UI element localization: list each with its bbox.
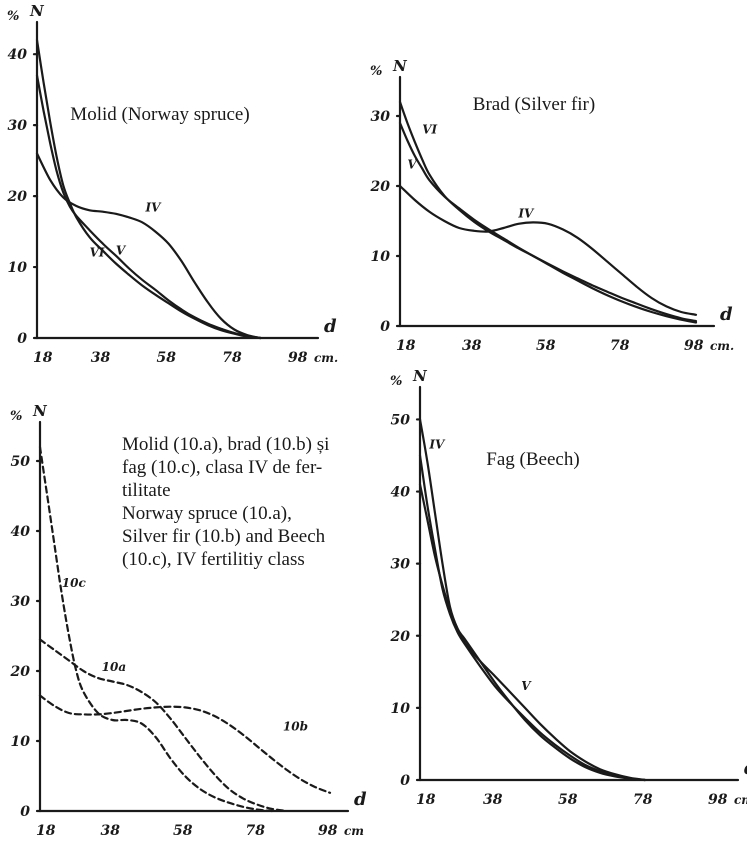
y-tick-label: 20 bbox=[7, 189, 28, 205]
x-tick-label: 18 bbox=[396, 338, 416, 354]
series-line-v bbox=[418, 483, 647, 782]
series-line-vi bbox=[398, 100, 698, 323]
series-line-10a bbox=[38, 638, 288, 813]
x-tick-label: 78 bbox=[222, 350, 242, 366]
x-axis-label: d bbox=[744, 758, 747, 779]
series-label-iv: IV bbox=[517, 207, 535, 221]
series-line-iv bbox=[35, 152, 262, 340]
chart-panel-4: % N 0 10 20 30 40 50 18 38 58 78 98 cm d IV V Fag (Beech) bbox=[390, 367, 747, 808]
y-unit-label: % bbox=[7, 9, 19, 24]
x-tick-label: 58 bbox=[157, 350, 177, 366]
y-tick-label: 30 bbox=[8, 118, 28, 134]
x-tick-label: 58 bbox=[558, 792, 578, 808]
y-tick-label: 10 bbox=[11, 734, 31, 750]
series-label-vi: VI bbox=[90, 245, 105, 259]
y-unit-label: % bbox=[390, 374, 402, 389]
chart-annotation: Molid (10.a), brad (10.b) și fag (10.c), … bbox=[122, 434, 329, 570]
x-unit-label: cm. bbox=[314, 351, 338, 365]
annotation-line: Norway spruce (10.a), bbox=[122, 503, 292, 524]
chart-panel-3: % N 0 10 20 30 40 50 18 38 58 78 98 cm d 10a 10b 10c Molid… bbox=[10, 402, 367, 839]
y-tick-label: 0 bbox=[380, 319, 390, 335]
series-label-v: V bbox=[407, 158, 418, 172]
chart-title: Brad (Silver fir) bbox=[473, 94, 595, 115]
series-label-vi: VI bbox=[422, 123, 437, 137]
annotation-line: tilitate bbox=[122, 480, 171, 501]
y-tick-label: 30 bbox=[371, 109, 391, 125]
y-tick-label: 50 bbox=[391, 412, 411, 428]
y-tick-label: 40 bbox=[8, 47, 28, 63]
y-tick-label: 10 bbox=[371, 249, 391, 265]
y-unit-label: % bbox=[10, 409, 22, 424]
series-line-vi bbox=[418, 454, 647, 782]
chart-panel-1: % N 0 10 20 30 40 18 38 58 78 98 cm. d IV V VI Molid (Nor… bbox=[7, 2, 339, 366]
series-line-iv bbox=[398, 184, 698, 316]
y-tick-label: 40 bbox=[391, 485, 411, 501]
x-tick-label: 18 bbox=[33, 350, 53, 366]
series-line-vi bbox=[35, 38, 262, 340]
series-label-v: V bbox=[116, 243, 127, 257]
y-tick-label: 10 bbox=[8, 260, 28, 276]
x-tick-label: 18 bbox=[416, 792, 436, 808]
x-axis-label: d bbox=[354, 789, 367, 810]
x-tick-label: 58 bbox=[536, 338, 556, 354]
x-tick-label: 78 bbox=[246, 823, 266, 839]
y-tick-label: 20 bbox=[370, 179, 391, 195]
chart-title: Molid (Norway spruce) bbox=[70, 104, 249, 125]
y-tick-label: 20 bbox=[10, 664, 31, 680]
x-tick-label: 78 bbox=[633, 792, 653, 808]
y-tick-label: 30 bbox=[391, 557, 411, 573]
x-unit-label: cm bbox=[734, 793, 747, 807]
x-tick-label: 98 bbox=[288, 350, 308, 366]
x-unit-label: cm. bbox=[710, 339, 734, 353]
y-tick-label: 40 bbox=[11, 524, 31, 540]
x-tick-label: 38 bbox=[483, 792, 503, 808]
chart-title: Fag (Beech) bbox=[486, 449, 579, 470]
y-axis-label: N bbox=[29, 2, 45, 20]
x-tick-label: 98 bbox=[318, 823, 338, 839]
series-line-10b bbox=[38, 694, 332, 794]
y-tick-label: 0 bbox=[400, 773, 410, 789]
y-axis-label: N bbox=[32, 402, 48, 420]
y-tick-label: 20 bbox=[390, 629, 411, 645]
x-tick-label: 58 bbox=[173, 823, 193, 839]
annotation-line: fag (10.c), clasa IV de fer- bbox=[122, 457, 322, 478]
x-unit-label: cm bbox=[344, 824, 364, 838]
series-label-v: V bbox=[521, 679, 532, 693]
x-tick-label: 18 bbox=[36, 823, 56, 839]
x-axis-label: d bbox=[324, 316, 337, 337]
series-line-10c bbox=[38, 445, 274, 813]
x-tick-label: 38 bbox=[462, 338, 482, 354]
y-axis-label: N bbox=[412, 367, 428, 385]
series-label-iv: IV bbox=[428, 437, 446, 451]
series-line-v bbox=[35, 74, 262, 340]
y-unit-label: % bbox=[370, 64, 382, 79]
series-label-10a: 10a bbox=[102, 660, 126, 674]
series-label-10c: 10c bbox=[62, 576, 87, 590]
y-axis-label: N bbox=[392, 57, 408, 75]
x-tick-label: 78 bbox=[610, 338, 630, 354]
series-label-iv: IV bbox=[144, 201, 162, 215]
x-tick-label: 38 bbox=[101, 823, 121, 839]
y-tick-label: 50 bbox=[11, 454, 31, 470]
annotation-line: (10.c), IV fertilitiy class bbox=[122, 549, 305, 570]
x-tick-label: 38 bbox=[91, 350, 111, 366]
x-tick-label: 98 bbox=[708, 792, 728, 808]
y-tick-label: 0 bbox=[17, 331, 27, 347]
annotation-line: Silver fir (10.b) and Beech bbox=[122, 526, 326, 547]
series-label-10b: 10b bbox=[283, 720, 308, 734]
chart-panel-2: % N 0 10 20 30 18 38 58 78 98 cm. d IV V VI Brad (Silver… bbox=[370, 57, 735, 354]
y-tick-label: 10 bbox=[391, 701, 411, 717]
annotation-line: Molid (10.a), brad (10.b) și bbox=[122, 434, 329, 455]
x-axis-label: d bbox=[720, 304, 733, 325]
y-tick-label: 30 bbox=[11, 594, 31, 610]
y-tick-label: 0 bbox=[20, 804, 30, 820]
x-tick-label: 98 bbox=[684, 338, 704, 354]
